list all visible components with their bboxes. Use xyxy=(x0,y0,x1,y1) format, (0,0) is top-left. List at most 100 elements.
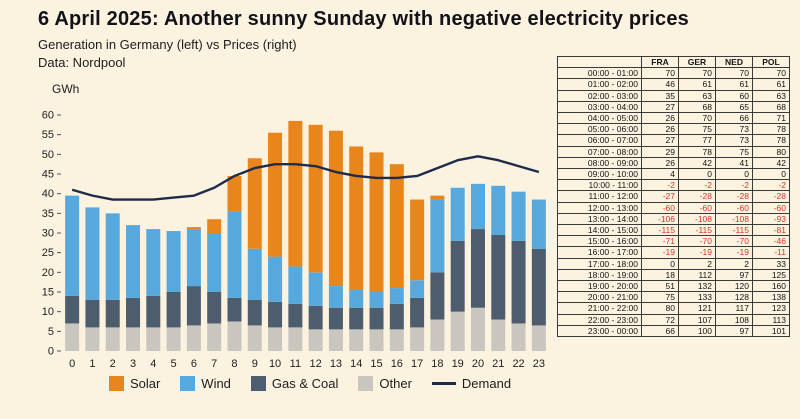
price-value-cell: 27 xyxy=(641,134,679,147)
price-row: 20:00 - 21:00 75 133 128 138 xyxy=(557,291,790,304)
bar-segment-other xyxy=(268,327,283,351)
price-table: FRA GER NED POL 00:00 - 01:00 70 70 70 70 01:00 … xyxy=(557,55,790,338)
time-range-cell: 23:00 - 00:00 xyxy=(557,324,642,338)
price-value-cell: 75 xyxy=(715,145,753,158)
x-axis-label: 17 xyxy=(411,358,423,370)
gas_coal-swatch-icon xyxy=(250,376,266,391)
bar-segment-other xyxy=(369,329,384,351)
price-value-cell: 51 xyxy=(641,280,679,293)
bar-segment-wind xyxy=(268,256,283,302)
price-value-cell: 0 xyxy=(641,257,679,270)
price-value-cell: 128 xyxy=(715,291,753,304)
price-value-cell: -28 xyxy=(678,190,716,203)
x-axis-label: 14 xyxy=(350,358,362,370)
bar-segment-gas_coal xyxy=(389,303,404,330)
time-range-cell: 00:00 - 01:00 xyxy=(557,67,642,80)
column-header-pol: POL xyxy=(752,55,790,69)
price-value-cell: 61 xyxy=(715,78,753,91)
bar-segment-other xyxy=(511,323,526,351)
bar-segment-gas_coal xyxy=(308,305,323,330)
price-row: 19:00 - 20:00 51 132 120 160 xyxy=(557,280,790,293)
price-row: 14:00 - 15:00 -115 -115 -115 -81 xyxy=(557,224,790,237)
legend-label: Gas & Coal xyxy=(271,376,339,391)
price-row: 10:00 - 11:00 -2 -2 -2 -2 xyxy=(557,179,790,192)
time-range-cell: 11:00 - 12:00 xyxy=(557,190,642,203)
price-value-cell: 63 xyxy=(678,89,716,102)
legend-item-demand: Demand xyxy=(431,376,511,391)
price-row: 08:00 - 09:00 26 42 41 42 xyxy=(557,156,790,170)
price-row: 06:00 - 07:00 27 77 73 78 xyxy=(557,134,790,147)
chart-legend: Solar Wind Gas & Coal Other Demand xyxy=(60,376,560,391)
price-value-cell: -71 xyxy=(641,235,679,248)
x-axis-label: 3 xyxy=(130,358,136,370)
time-range-cell: 09:00 - 10:00 xyxy=(557,168,642,181)
price-row: 04:00 - 05:00 26 70 66 71 xyxy=(557,112,790,125)
demand-line-icon xyxy=(431,382,456,385)
bar-segment-other xyxy=(146,327,161,351)
price-value-cell: 97 xyxy=(715,268,753,282)
y-axis-label: 0 xyxy=(48,346,54,358)
bar-segment-wind xyxy=(328,286,343,308)
bar-segment-gas_coal xyxy=(349,307,364,330)
price-value-cell: 68 xyxy=(752,100,790,114)
price-value-cell: 42 xyxy=(752,156,790,170)
bar-segment-wind xyxy=(511,191,526,241)
bar-segment-solar xyxy=(430,195,445,200)
price-value-cell: 0 xyxy=(752,168,790,181)
bar-segment-other xyxy=(186,325,201,351)
bar-segment-other xyxy=(491,319,506,351)
x-axis-label: 1 xyxy=(89,358,95,370)
price-value-cell: 42 xyxy=(678,156,716,170)
bar-segment-solar xyxy=(247,158,262,249)
time-range-cell: 01:00 - 02:00 xyxy=(557,78,642,91)
bar-segment-solar xyxy=(227,175,242,212)
price-value-cell: -28 xyxy=(715,190,753,203)
x-axis-label: 10 xyxy=(269,358,281,370)
bar-segment-other xyxy=(126,327,141,351)
time-range-cell: 05:00 - 06:00 xyxy=(557,123,642,136)
x-axis-label: 16 xyxy=(391,358,403,370)
price-value-cell: 70 xyxy=(715,67,753,80)
price-row: 22:00 - 23:00 72 107 108 113 xyxy=(557,313,790,326)
bar-segment-other xyxy=(166,327,181,351)
time-range-cell: 14:00 - 15:00 xyxy=(557,224,642,237)
price-value-cell: 26 xyxy=(641,112,679,125)
bar-segment-wind xyxy=(85,207,100,300)
table-corner-cell xyxy=(557,55,642,69)
x-axis-label: 12 xyxy=(310,358,322,370)
bar-segment-solar xyxy=(410,199,425,281)
price-value-cell: 0 xyxy=(678,168,716,181)
price-value-cell: -19 xyxy=(715,246,753,259)
price-value-cell: -46 xyxy=(752,235,790,248)
x-axis-label: 5 xyxy=(171,358,177,370)
bar-segment-wind xyxy=(470,183,485,230)
time-range-cell: 13:00 - 14:00 xyxy=(557,212,642,226)
y-axis-label: 30 xyxy=(42,228,54,240)
price-value-cell: 61 xyxy=(678,78,716,91)
price-value-cell: -27 xyxy=(641,190,679,203)
solar-swatch-icon xyxy=(108,376,124,391)
price-value-cell: 35 xyxy=(641,89,679,102)
bar-segment-solar xyxy=(349,146,364,291)
price-value-cell: 123 xyxy=(752,302,790,315)
time-range-cell: 20:00 - 21:00 xyxy=(557,291,642,304)
time-range-cell: 10:00 - 11:00 xyxy=(557,179,642,192)
price-value-cell: -60 xyxy=(678,201,716,214)
x-axis-label: 20 xyxy=(472,358,484,370)
price-value-cell: -93 xyxy=(752,212,790,226)
bar-segment-other xyxy=(227,321,242,351)
price-value-cell: 73 xyxy=(715,134,753,147)
bar-segment-other xyxy=(207,323,222,351)
price-value-cell: 113 xyxy=(752,313,790,326)
price-value-cell: 132 xyxy=(678,280,716,293)
time-range-cell: 12:00 - 13:00 xyxy=(557,201,642,214)
bar-segment-wind xyxy=(531,199,546,249)
price-value-cell: 70 xyxy=(678,112,716,125)
price-value-cell: 33 xyxy=(752,257,790,270)
price-value-cell: 75 xyxy=(678,123,716,136)
bar-segment-gas_coal xyxy=(126,297,141,328)
price-row: 15:00 - 16:00 -71 -70 -70 -46 xyxy=(557,235,790,248)
y-axis-label: 5 xyxy=(48,326,54,338)
y-axis-label: 20 xyxy=(42,267,54,279)
price-value-cell: -2 xyxy=(752,179,790,192)
